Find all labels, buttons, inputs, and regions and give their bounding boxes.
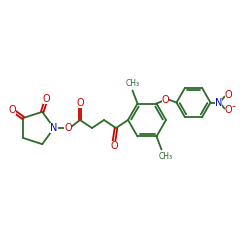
Text: N: N xyxy=(50,123,58,133)
Text: CH₃: CH₃ xyxy=(158,152,172,161)
Text: O: O xyxy=(162,94,169,104)
Text: O: O xyxy=(64,123,72,133)
Text: CH₃: CH₃ xyxy=(126,79,140,88)
Text: O: O xyxy=(76,98,84,108)
Text: O: O xyxy=(110,141,118,151)
Text: O: O xyxy=(43,94,50,104)
Text: O: O xyxy=(225,90,232,100)
Text: -: - xyxy=(232,102,235,112)
Text: N: N xyxy=(215,98,222,108)
Text: O: O xyxy=(8,105,16,115)
Text: O: O xyxy=(225,104,232,115)
